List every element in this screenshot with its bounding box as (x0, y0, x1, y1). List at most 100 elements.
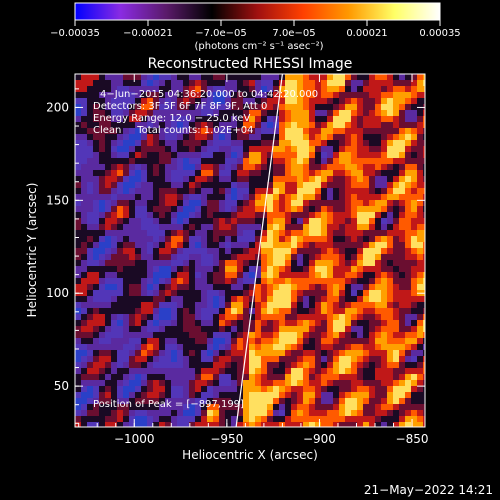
heatmap-cell (201, 188, 207, 194)
heatmap-cell (123, 410, 129, 416)
heatmap-cell (327, 86, 333, 92)
heatmap-cell (261, 176, 267, 182)
heatmap-cell (321, 152, 327, 158)
heatmap-cell (123, 314, 129, 320)
heatmap-cell (111, 266, 117, 272)
heatmap-cell (159, 302, 165, 308)
heatmap-cell (393, 182, 399, 188)
heatmap-cell (105, 374, 111, 380)
heatmap-cell (243, 416, 249, 422)
heatmap-cell (81, 302, 87, 308)
heatmap-cell (183, 110, 189, 116)
heatmap-cell (333, 344, 339, 350)
heatmap-cell (201, 356, 207, 362)
heatmap-cell (261, 290, 267, 296)
heatmap-cell (327, 200, 333, 206)
heatmap-cell (291, 128, 297, 134)
heatmap-cell (351, 176, 357, 182)
heatmap-cell (165, 284, 171, 290)
heatmap-cell (135, 86, 141, 92)
heatmap-cell (213, 170, 219, 176)
heatmap-cell (381, 242, 387, 248)
heatmap-cell (255, 392, 261, 398)
heatmap-cell (423, 98, 425, 104)
heatmap-cell (279, 260, 285, 266)
heatmap-cell (153, 278, 159, 284)
heatmap-cell (183, 146, 189, 152)
heatmap-cell (423, 86, 425, 92)
heatmap-cell (201, 152, 207, 158)
heatmap-cell (321, 320, 327, 326)
heatmap-cell (315, 344, 321, 350)
heatmap-cell (207, 332, 213, 338)
heatmap-cell (75, 212, 81, 218)
heatmap-cell (231, 314, 237, 320)
heatmap-cell (375, 200, 381, 206)
heatmap-cell (291, 140, 297, 146)
heatmap-cell (201, 404, 207, 410)
heatmap-cell (393, 164, 399, 170)
heatmap-cell (411, 320, 417, 326)
heatmap-cell (279, 374, 285, 380)
heatmap-cell (237, 422, 243, 427)
heatmap-cell (219, 284, 225, 290)
heatmap-cell (285, 344, 291, 350)
heatmap-cell (411, 230, 417, 236)
heatmap-cell (381, 170, 387, 176)
heatmap-cell (279, 104, 285, 110)
heatmap-cell (207, 260, 213, 266)
heatmap-cell (237, 74, 243, 80)
heatmap-cell (387, 224, 393, 230)
heatmap-cell (117, 302, 123, 308)
heatmap-cell (105, 386, 111, 392)
heatmap-cell (339, 164, 345, 170)
heatmap-cell (309, 404, 315, 410)
heatmap-cell (129, 416, 135, 422)
heatmap-cell (153, 110, 159, 116)
heatmap-cell (351, 296, 357, 302)
heatmap-cell (129, 320, 135, 326)
heatmap-cell (303, 320, 309, 326)
heatmap-cell (171, 308, 177, 314)
heatmap-cell (171, 92, 177, 98)
heatmap-cell (165, 248, 171, 254)
heatmap-cell (195, 122, 201, 128)
heatmap-cell (357, 194, 363, 200)
heatmap-cell (231, 386, 237, 392)
heatmap-cell (405, 332, 411, 338)
heatmap-cell (75, 362, 81, 368)
heatmap-cell (195, 422, 201, 427)
heatmap-cell (399, 218, 405, 224)
heatmap-cell (147, 194, 153, 200)
heatmap-cell (105, 332, 111, 338)
heatmap-cell (93, 296, 99, 302)
heatmap-cell (417, 212, 423, 218)
heatmap-cell (321, 278, 327, 284)
heatmap-cell (189, 104, 195, 110)
heatmap-cell (273, 134, 279, 140)
heatmap-cell (327, 176, 333, 182)
heatmap-cell (297, 218, 303, 224)
heatmap-cell (273, 152, 279, 158)
heatmap-cell (75, 236, 81, 242)
heatmap-cell (363, 194, 369, 200)
heatmap-cell (219, 80, 225, 86)
heatmap-cell (369, 422, 375, 427)
heatmap-cell (153, 404, 159, 410)
heatmap-cell (207, 248, 213, 254)
heatmap-cell (219, 350, 225, 356)
heatmap-cell (243, 194, 249, 200)
heatmap-cell (99, 146, 105, 152)
heatmap-cell (405, 338, 411, 344)
heatmap-cell (201, 284, 207, 290)
heatmap-cell (195, 404, 201, 410)
heatmap-cell (81, 356, 87, 362)
heatmap-cell (87, 362, 93, 368)
heatmap-cell (273, 422, 279, 427)
heatmap-cell (279, 410, 285, 416)
heatmap-cell (117, 230, 123, 236)
heatmap-cell (225, 194, 231, 200)
heatmap-cell (159, 86, 165, 92)
heatmap-cell (207, 416, 213, 422)
heatmap-cell (399, 338, 405, 344)
